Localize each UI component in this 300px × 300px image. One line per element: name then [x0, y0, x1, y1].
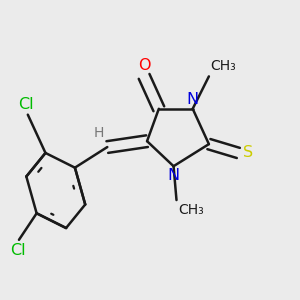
- Text: O: O: [138, 58, 150, 74]
- Text: N: N: [187, 92, 199, 107]
- Text: CH₃: CH₃: [178, 203, 204, 217]
- Text: Cl: Cl: [10, 243, 25, 258]
- Text: Cl: Cl: [18, 97, 33, 112]
- Text: H: H: [94, 126, 104, 140]
- Text: N: N: [167, 168, 180, 183]
- Text: S: S: [243, 146, 253, 160]
- Text: CH₃: CH₃: [210, 59, 236, 74]
